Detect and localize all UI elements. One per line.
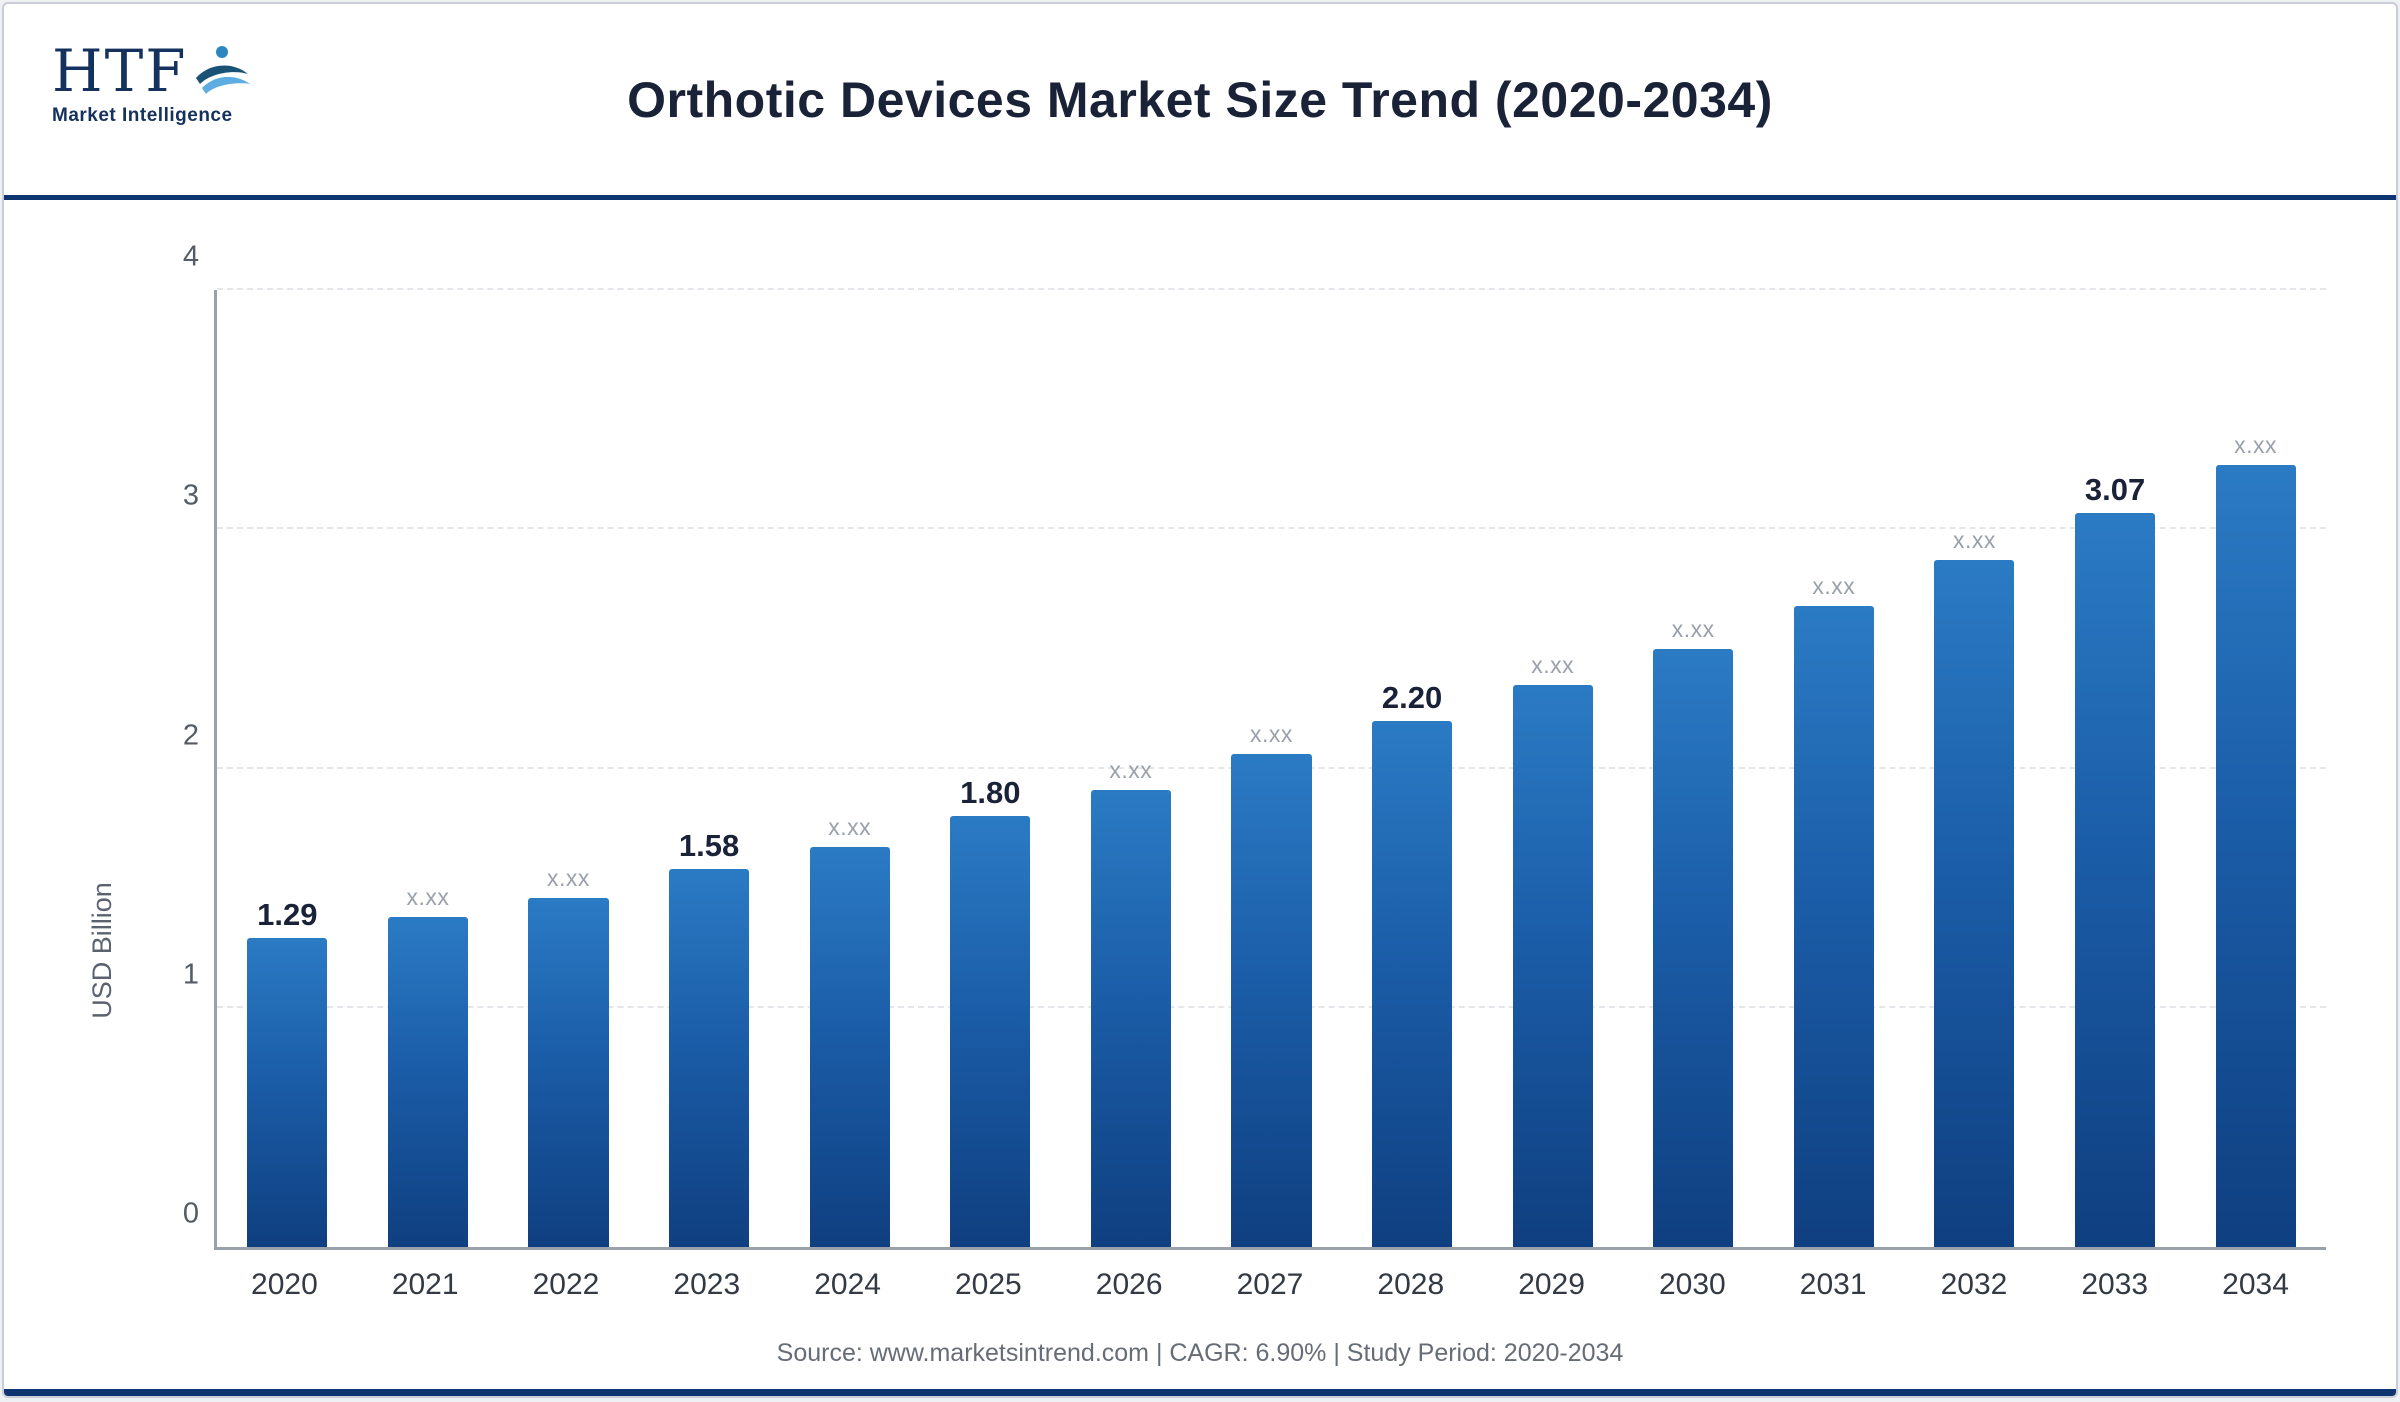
plot-area: 1.29 x.xx x.xx 1.58 x.xx 1.80 x.xx x.xx 2.20 x.xx… [183,241,2326,1250]
bar-2022 [528,897,609,1247]
bar-value-label: x.xx [406,883,450,910]
bar-slot-2029: x.xx [1482,290,1623,1247]
x-tick-label-2033: 2033 [2081,1268,2149,1301]
bar-value-label: x.xx [1109,757,1153,784]
bar-slot-2023: 1.58 [639,290,780,1247]
x-tick-label-2028: 2028 [1377,1268,1445,1301]
bar-2029 [1512,684,1593,1247]
bar-value-label: 1.29 [257,897,318,933]
bar-value-label: x.xx [547,864,590,891]
logo-swoosh-icon [192,44,252,103]
logo-text: HTF [52,37,188,105]
bar-value-label: x.xx [828,814,872,841]
logo-subtext: Market Intelligence [52,105,233,126]
bar-2028 [1371,720,1453,1247]
bar-value-label: 2.20 [1381,679,1443,715]
gridline-y-4 [217,288,2326,290]
x-axis-labels: 2020 2021 2022 2023 2024 2025 2026 2027 2028 2029… [214,1268,2326,1302]
chart: USD Billion 1.29 x.xx x.xx 1.58 x.xx 1.80 x.xx… [4,200,2396,1301]
bar-slot-2021: x.xx [358,290,499,1247]
x-tick-label-2032: 2032 [1940,1268,2008,1301]
bar-2021 [387,916,468,1247]
bar-2034 [2215,464,2296,1247]
source-footer: Source: www.marketsintrend.com | CAGR: 6… [776,1339,1624,1367]
chart-title: Orthotic Devices Market Size Trend (2020… [627,71,1773,128]
bar-2023 [669,869,750,1247]
x-tick-label-2025: 2025 [955,1268,1022,1301]
bar-2020 [247,938,328,1247]
x-tick-label-2031: 2031 [1799,1268,1867,1301]
x-tick-label-2023: 2023 [673,1268,741,1301]
bar-slot-2030: x.xx [1623,290,1764,1247]
bar-value-label: 1.80 [960,775,1021,811]
bar-2032 [1934,560,2015,1247]
x-tick-label-2021: 2021 [391,1268,459,1301]
y-tick-label: 3 [182,479,199,512]
bar-value-label: 3.07 [2084,471,2146,507]
bar-slot-2025: 1.80 [920,290,1061,1247]
htf-logo: HTF Market Intelligence [52,42,272,127]
bar-value-label: x.xx [1671,615,1715,642]
bar-slot-2026: x.xx [1061,290,1202,1247]
header: HTF Market Intelligence Orthotic Devices… [4,4,2396,200]
bar-2027 [1231,754,1312,1247]
bar-value-label: x.xx [1952,527,1996,554]
bar-value-label: x.xx [1812,572,1856,599]
x-tick-label-2026: 2026 [1095,1268,1163,1301]
bar-2033 [2074,512,2156,1247]
x-tick-label-2022: 2022 [532,1268,600,1301]
x-tick-label-2030: 2030 [1658,1268,1726,1301]
bar-2030 [1653,648,1734,1247]
bar-slot-2022: x.xx [498,290,639,1247]
x-tick-label-2024: 2024 [814,1268,881,1301]
bar-2026 [1090,790,1171,1247]
bar-slot-2024: x.xx [779,290,920,1247]
bar-2031 [1793,605,1874,1247]
bar-value-label: x.xx [1531,651,1575,678]
gridline-y-3 [217,527,2326,530]
bar-slot-2034: x.xx [2185,290,2326,1247]
bottom-rule [4,1389,2396,1396]
y-tick-label: 1 [182,958,199,991]
bar-2025 [950,816,1031,1247]
y-tick-label: 0 [182,1197,199,1230]
bar-slot-2027: x.xx [1201,290,1342,1247]
y-tick-label: 2 [182,719,199,751]
y-tick-label: 4 [182,240,199,273]
bar-value-label: 1.58 [678,828,740,863]
x-tick-label-2027: 2027 [1236,1268,1304,1301]
x-tick-label-2034: 2034 [2222,1268,2289,1301]
bar-slot-2033: 3.07 [2045,290,2186,1247]
y-axis-title: USD Billion [86,881,117,1019]
bars-row: 1.29 x.xx x.xx 1.58 x.xx 1.80 x.xx x.xx 2.20 x.xx… [217,290,2326,1247]
bar-slot-2031: x.xx [1764,290,1905,1247]
bar-value-label: x.xx [2234,431,2278,458]
bar-value-label: x.xx [1250,721,1293,748]
x-tick-label-2029: 2029 [1518,1268,1585,1301]
x-tick-label-2020: 2020 [251,1268,318,1301]
bar-slot-2020: 1.29 [217,290,358,1247]
bar-slot-2032: x.xx [1904,290,2045,1247]
bar-slot-2028: 2.20 [1342,290,1483,1247]
bar-2024 [809,847,890,1247]
